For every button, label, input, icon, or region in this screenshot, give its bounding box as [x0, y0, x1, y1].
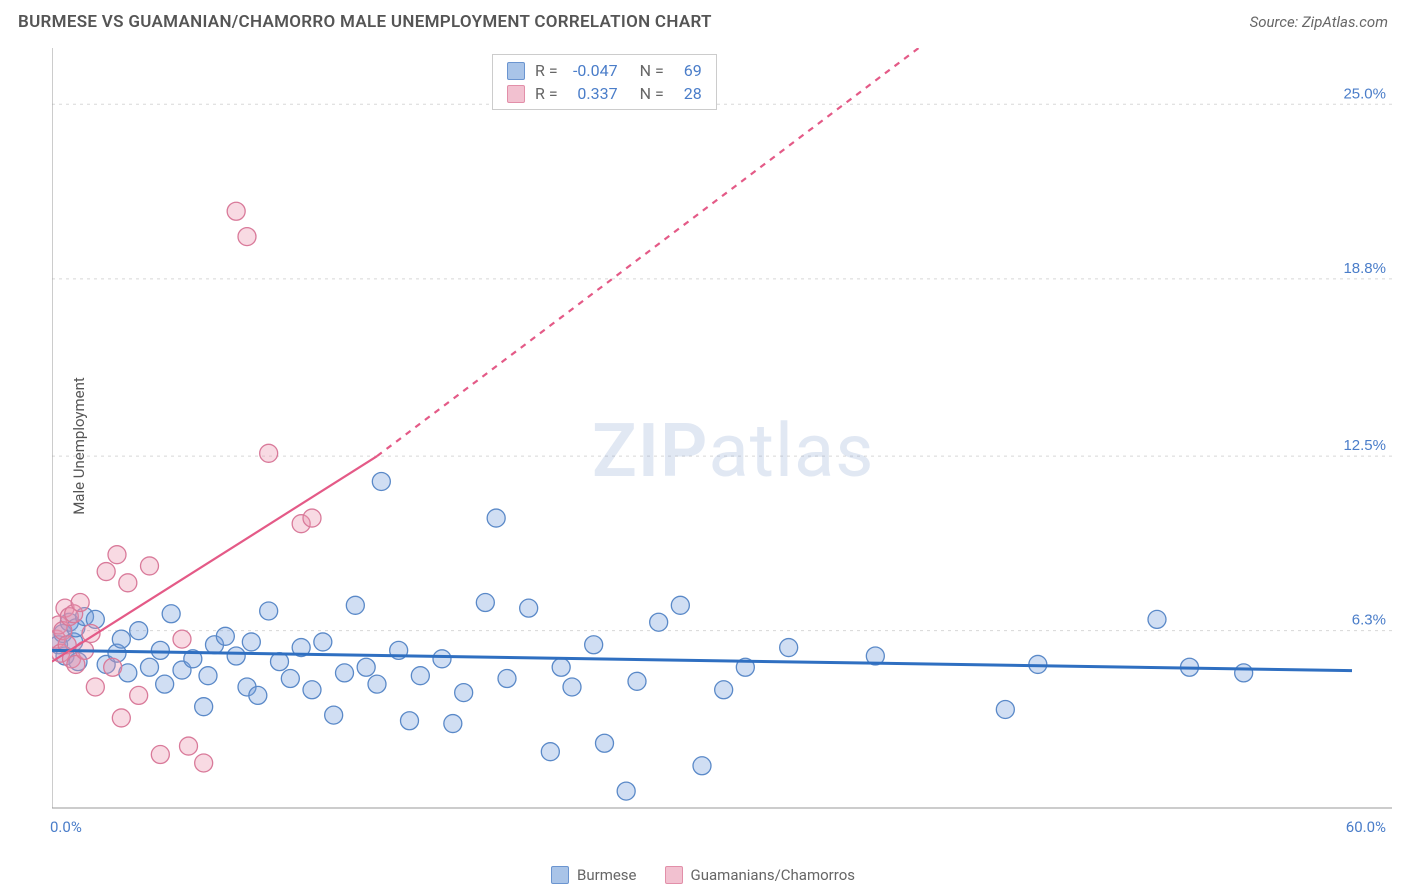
correlation-row: R = -0.047 N = 69 [493, 59, 716, 82]
svg-text:12.5%: 12.5% [1343, 437, 1386, 454]
source-label: Source: ZipAtlas.com [1250, 13, 1388, 31]
corr-r-label: R = [535, 84, 558, 103]
corr-n-value: 28 [674, 84, 702, 103]
svg-text:18.8%: 18.8% [1343, 260, 1386, 277]
legend-item: Burmese [551, 866, 637, 884]
legend-swatch [665, 866, 683, 884]
svg-text:6.3%: 6.3% [1352, 612, 1386, 629]
scatter-chart: 6.3% 12.5% 18.8% 25.0% [52, 48, 1392, 838]
plot-area: 6.3%12.5%18.8%25.0% ZIPatlas R = -0.047N… [52, 48, 1392, 838]
x-axis-max-label: 60.0% [1346, 818, 1386, 836]
legend: Burmese Guamanians/Chamorros [551, 866, 855, 884]
corr-r-label: R = [535, 61, 558, 80]
x-axis-min-label: 0.0% [50, 818, 82, 836]
legend-swatch [507, 62, 525, 80]
corr-n-label: N = [640, 84, 664, 103]
chart-title: BURMESE VS GUAMANIAN/CHAMORRO MALE UNEMP… [18, 12, 712, 32]
legend-label: Burmese [577, 866, 637, 884]
corr-r-value: -0.047 [568, 61, 618, 80]
legend-swatch [551, 866, 569, 884]
correlation-row: R = 0.337 N = 28 [493, 82, 716, 105]
correlation-legend: R = -0.047 N = 69 R = 0.337 N = 28 [492, 54, 717, 110]
legend-swatch [507, 85, 525, 103]
legend-item: Guamanians/Chamorros [665, 866, 855, 884]
corr-n-label: N = [640, 61, 664, 80]
corr-r-value: 0.337 [568, 84, 618, 103]
svg-text:25.0%: 25.0% [1343, 85, 1386, 102]
corr-n-value: 69 [674, 61, 702, 80]
legend-label: Guamanians/Chamorros [691, 866, 855, 884]
